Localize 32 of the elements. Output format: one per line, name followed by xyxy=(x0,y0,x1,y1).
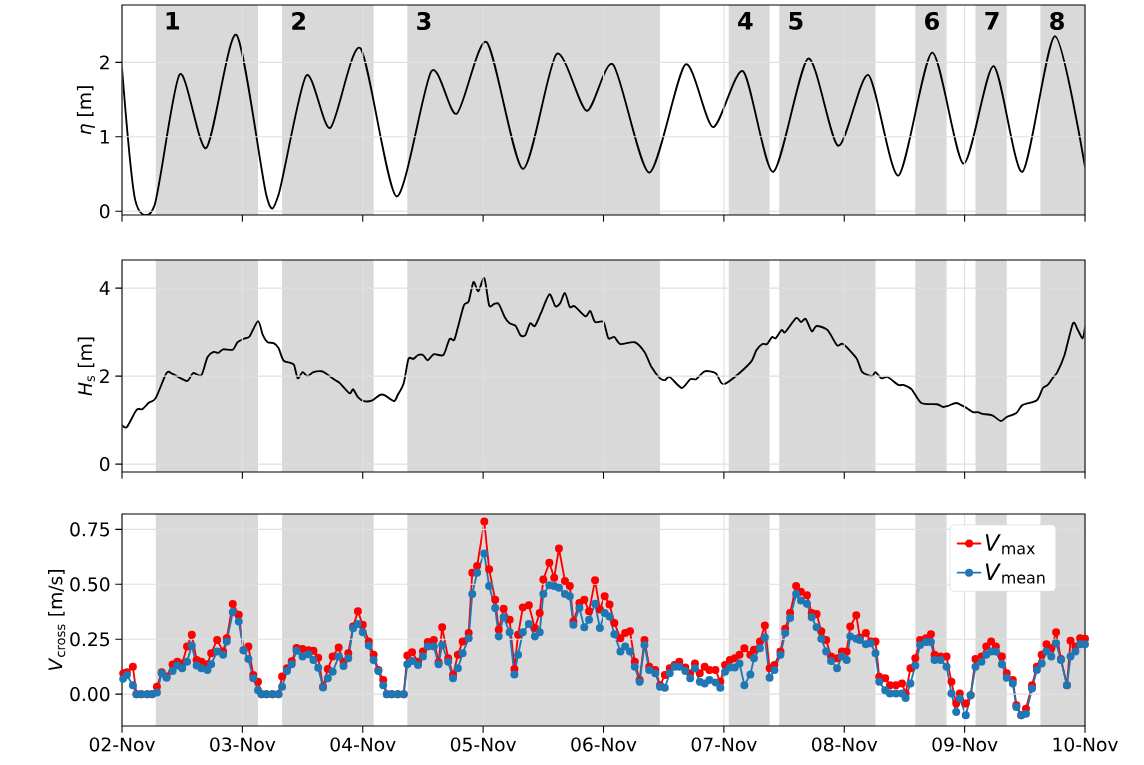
band-label: 1 xyxy=(166,11,180,30)
y-tick-label: 0.50 xyxy=(70,577,110,592)
y-tick-label: 0.25 xyxy=(70,632,109,647)
x-tick-label: 02-Nov xyxy=(89,737,155,752)
y-tick-label: 0.00 xyxy=(70,687,110,702)
x-tick-label: 04-Nov xyxy=(330,737,396,752)
y-tick-label: 0.75 xyxy=(70,522,109,537)
legend-label: V$_{max}$ xyxy=(985,534,1035,555)
x-tick-label: 06-Nov xyxy=(571,737,637,752)
band-label: 2 xyxy=(292,11,305,30)
y-axis-title: H$_{s}$ [m] xyxy=(77,337,95,396)
band-label: 3 xyxy=(417,11,431,31)
x-tick-label: 03-Nov xyxy=(210,737,276,752)
band-label: 6 xyxy=(925,11,939,31)
y-tick-label: 2 xyxy=(100,55,109,70)
y-tick-label: 0 xyxy=(99,204,110,219)
y-axis-title: η [m] xyxy=(76,86,95,135)
x-tick-label: 08-Nov xyxy=(812,737,878,752)
band-label: 7 xyxy=(985,11,999,30)
legend-label: V$_{mean}$ xyxy=(985,563,1045,584)
y-tick-label: 0 xyxy=(99,457,110,472)
y-tick-label: 4 xyxy=(99,281,110,295)
y-axis-title: V$_{cross}$ [m/s] xyxy=(48,570,66,671)
x-tick-label: 05-Nov xyxy=(450,737,517,752)
y-tick-label: 2 xyxy=(100,369,109,384)
y-tick-label: 1 xyxy=(100,130,109,144)
x-tick-label: 10-Nov xyxy=(1053,737,1118,752)
band-label: 5 xyxy=(789,11,803,30)
band-label: 8 xyxy=(1050,11,1064,31)
x-tick-label: 09-Nov xyxy=(932,737,998,752)
band-label: 4 xyxy=(738,11,753,30)
x-tick-label: 07-Nov xyxy=(691,737,757,752)
